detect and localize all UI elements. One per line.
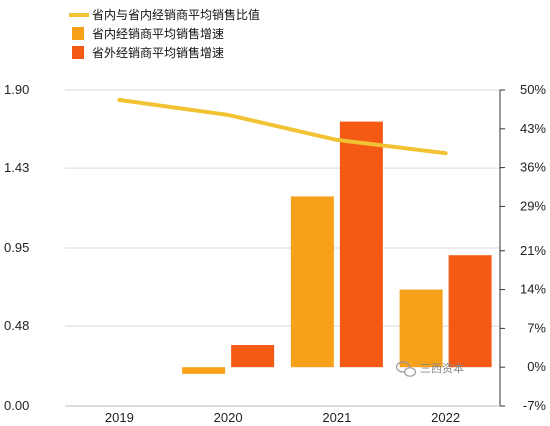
right-tick-label: 43%: [520, 121, 546, 136]
x-tick-label: 2021: [322, 410, 351, 425]
ratio-point: [227, 114, 229, 116]
right-tick-label: 29%: [520, 198, 546, 213]
ratio-line-series: [117, 97, 448, 156]
right-tick-label: -7%: [523, 398, 547, 413]
legend-swatch-bar: [72, 46, 84, 59]
bar-domestic-growth: [290, 196, 334, 368]
x-tick-label: 2022: [431, 410, 460, 425]
legend-label: 省外经销商平均销售增速: [92, 45, 224, 60]
bar-external-growth: [448, 255, 492, 368]
bar-domestic-growth: [399, 289, 443, 368]
ratio-point: [445, 152, 447, 154]
legend-swatch-line: [69, 13, 89, 17]
left-axis-ticks: 1.90 1.43 0.95 0.48 0.00: [4, 82, 29, 413]
right-tick-label: 7%: [527, 320, 546, 335]
bar-external-growth: [339, 121, 383, 368]
left-tick-label: 0.48: [4, 318, 29, 333]
legend-label: 省内经销商平均销售增速: [92, 26, 224, 41]
ratio-line: [117, 97, 448, 156]
right-axis-ticks: 50% 43% 36% 29% 21% 14% 7% 0% -7%: [500, 82, 546, 413]
bar-domestic-growth: [182, 367, 226, 374]
bar-external-growth: [231, 345, 275, 368]
ratio-point: [336, 139, 338, 141]
wechat-icon: [395, 361, 417, 377]
left-tick-label: 1.43: [4, 160, 29, 175]
legend-swatch-bar: [72, 27, 84, 40]
right-tick-label: 50%: [520, 82, 546, 97]
grid-lines: [65, 89, 501, 407]
left-tick-label: 0.00: [4, 398, 29, 413]
ratio-point: [118, 99, 120, 101]
left-tick-label: 1.90: [4, 82, 29, 97]
x-tick-label: 2019: [105, 410, 134, 425]
bars: [182, 121, 492, 374]
left-tick-label: 0.95: [4, 240, 29, 255]
legend-label: 省内与省内经销商平均销售比值: [92, 7, 260, 22]
x-axis-ticks: 2019 2020 2021 2022: [105, 410, 460, 425]
right-tick-label: 36%: [520, 160, 546, 175]
right-tick-label: 0%: [527, 359, 546, 374]
watermark-text: 三西资本: [420, 361, 464, 375]
right-tick-label: 14%: [520, 282, 546, 297]
right-tick-label: 21%: [520, 243, 546, 258]
watermark: 三西资本: [395, 361, 464, 377]
x-tick-label: 2020: [214, 410, 243, 425]
